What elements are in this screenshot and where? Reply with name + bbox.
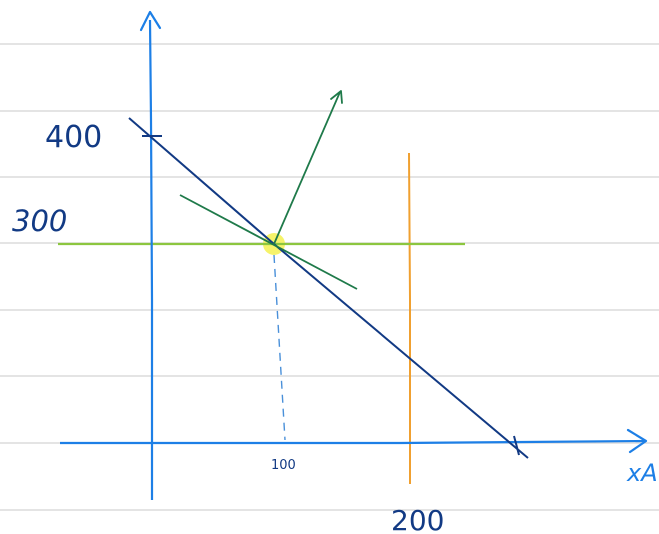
dashed-projection xyxy=(273,254,286,441)
label-400: 400 xyxy=(45,120,102,155)
ruled-lines xyxy=(0,43,659,511)
label-300: 300 xyxy=(12,204,67,238)
x-axis xyxy=(60,439,647,445)
y-axis-arrow-icon xyxy=(139,10,162,32)
label-100: 100 xyxy=(271,458,296,473)
vertical-constraint-line xyxy=(408,152,411,484)
x-intercept-tick xyxy=(513,435,520,456)
x-axis-arrow-icon xyxy=(626,428,648,454)
constraint-line xyxy=(128,117,529,459)
y-axis xyxy=(148,19,154,500)
label-200: 200 xyxy=(391,504,444,534)
gradient-arrow xyxy=(273,91,341,245)
objective-line xyxy=(179,194,358,290)
x-axis-label: xA xyxy=(626,459,658,487)
gradient-arrow-head-icon xyxy=(330,90,343,104)
